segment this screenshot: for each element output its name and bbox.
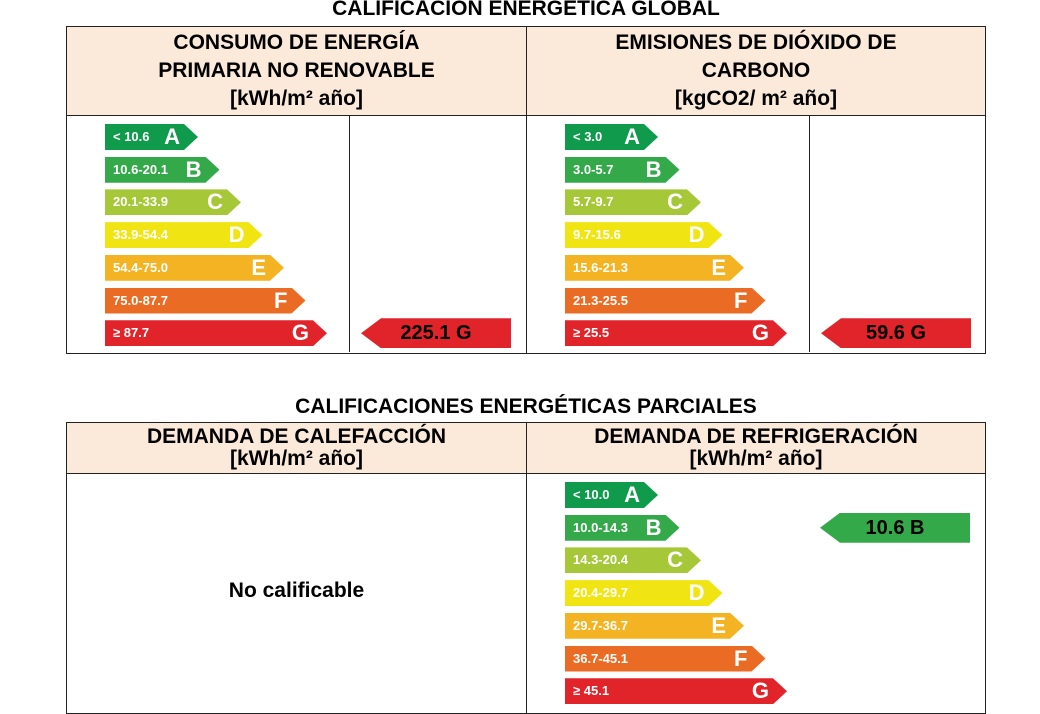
rating-class-letter: B: [185, 156, 202, 182]
header-unit: [kgCO2/ m² año]: [674, 87, 838, 110]
header-line: EMISIONES DE DIÓXIDO DE: [615, 31, 897, 54]
header-unit: [kWh/m² año]: [230, 87, 363, 110]
no-rating-text: No calificable: [228, 579, 365, 602]
primary-energy-body: < 10.6 A 10.6-20.1 B 20.1-33.9 C 33.9-54.4 D 54.…: [66, 115, 527, 354]
co2-emissions-indicator-column: 59.6 G: [809, 116, 985, 352]
rating-bar-g: ≥ 87.7 G: [105, 320, 327, 346]
rating-class-letter: F: [734, 645, 748, 671]
header-unit: [kWh/m² año]: [230, 447, 363, 470]
rating-bar-f: 36.7-45.1 F: [565, 646, 766, 672]
rating-range-label: 75.0-87.7: [113, 292, 168, 308]
rating-range-label: 5.7-9.7: [573, 194, 614, 210]
rating-bar-g: ≥ 25.5 G: [565, 320, 787, 346]
rating-class-letter: E: [711, 254, 726, 280]
rating-bar-d: 20.4-29.7 D: [565, 580, 723, 606]
co2-emissions-scale: < 3.0 A 3.0-5.7 B 5.7-9.7 C 9.7-15.6 D 15.6-21.3…: [527, 116, 809, 352]
rating-class-letter: E: [711, 612, 726, 638]
rating-bar-e: 54.4-75.0 E: [105, 255, 284, 281]
rating-range-label: 36.7-45.1: [573, 650, 628, 666]
rating-class-letter: A: [164, 124, 180, 149]
rating-range-label: < 3.0: [573, 129, 603, 144]
heating-demand-body: No calificable: [66, 473, 527, 714]
cooling-demand-indicator-column: 10.6 B: [809, 474, 984, 712]
partial-ratings-table: DEMANDA DE CALEFACCIÓN [kWh/m² año] DEMA…: [66, 422, 986, 714]
global-rating-table: CONSUMO DE ENERGÍA PRIMARIA NO RENOVABLE…: [66, 26, 986, 354]
rating-bar-e: 29.7-36.7 E: [565, 613, 744, 639]
rating-range-label: 10.6-20.1: [113, 161, 168, 177]
primary-energy-indicator-column: 225.1 G: [349, 116, 525, 352]
global-rating-title: CALIFICACIÓN ENERGÉTICA GLOBAL: [332, 0, 720, 20]
rating-range-label: 3.0-5.7: [573, 161, 614, 177]
rating-bar-f: 21.3-25.5 F: [565, 288, 766, 314]
co2-emissions-header: EMISIONES DE DIÓXIDO DE CARBONO [kgCO2/ …: [526, 26, 986, 116]
rating-range-label: < 10.6: [113, 129, 150, 144]
rating-range-label: 33.9-54.4: [113, 227, 168, 243]
header-line: CONSUMO DE ENERGÍA: [173, 31, 420, 54]
heating-demand-header: DEMANDA DE CALEFACCIÓN [kWh/m² año]: [66, 422, 527, 474]
rating-range-label: 15.6-21.3: [573, 259, 628, 275]
rating-class-letter: D: [688, 580, 705, 606]
rating-bar-c: 20.1-33.9 C: [105, 189, 241, 215]
rating-class-letter: C: [667, 547, 683, 573]
rating-bar-b: 10.0-14.3 B: [565, 515, 680, 541]
rating-range-label: 29.7-36.7: [573, 617, 628, 633]
rating-bar-a: < 10.0 A: [565, 482, 658, 508]
rating-bar-d: 33.9-54.4 D: [105, 222, 263, 248]
rating-class-letter: B: [645, 156, 662, 182]
rating-range-label: 54.4-75.0: [113, 259, 168, 275]
primary-energy-header: CONSUMO DE ENERGÍA PRIMARIA NO RENOVABLE…: [66, 26, 527, 116]
rating-class-letter: G: [751, 678, 769, 704]
rating-range-label: 20.4-29.7: [573, 585, 628, 601]
rating-class-letter: E: [251, 254, 266, 280]
rating-range-label: 21.3-25.5: [573, 292, 628, 308]
rating-bar-d: 9.7-15.6 D: [565, 222, 723, 248]
rating-bar-e: 15.6-21.3 E: [565, 255, 744, 281]
rating-class-letter: C: [667, 189, 683, 215]
rating-bar-b: 3.0-5.7 B: [565, 157, 680, 183]
rating-range-label: 9.7-15.6: [573, 227, 621, 243]
cooling-demand-indicator: 10.6 B: [820, 512, 970, 543]
rating-class-letter: D: [228, 222, 245, 248]
cooling-demand-scale: < 10.0 A 10.0-14.3 B 14.3-20.4 C 20.4-29.7 D 29.…: [527, 474, 809, 712]
rating-bar-c: 14.3-20.4 C: [565, 547, 701, 573]
partial-ratings-title: CALIFICACIONES ENERGÉTICAS PARCIALES: [295, 395, 757, 418]
rating-bar-f: 75.0-87.7 F: [105, 288, 306, 314]
header-line: PRIMARIA NO RENOVABLE: [158, 59, 435, 82]
rating-class-letter: F: [734, 287, 748, 313]
header-line: DEMANDA DE CALEFACCIÓN: [146, 425, 447, 448]
rating-bar-b: 10.6-20.1 B: [105, 157, 220, 183]
primary-energy-indicator: 225.1 G: [361, 318, 511, 349]
header-line: DEMANDA DE REFRIGERACIÓN: [594, 425, 918, 448]
rating-range-label: 20.1-33.9: [113, 194, 168, 210]
rating-range-label: ≥ 87.7: [113, 325, 150, 341]
rating-class-letter: A: [624, 482, 640, 507]
rating-bar-g: ≥ 45.1 G: [565, 678, 787, 704]
cooling-demand-header: DEMANDA DE REFRIGERACIÓN [kWh/m² año]: [526, 422, 986, 474]
rating-class-letter: G: [291, 320, 309, 346]
rating-range-label: 10.0-14.3: [573, 519, 628, 535]
primary-energy-scale: < 10.6 A 10.6-20.1 B 20.1-33.9 C 33.9-54.4 D 54.…: [67, 116, 349, 352]
rating-bar-a: < 3.0 A: [565, 124, 658, 150]
cooling-demand-body: < 10.0 A 10.0-14.3 B 14.3-20.4 C 20.4-29.7 D 29.…: [526, 473, 986, 714]
rating-class-letter: F: [274, 287, 288, 313]
header-line: CARBONO: [701, 59, 811, 82]
rating-range-label: ≥ 45.1: [573, 683, 610, 699]
rating-bar-c: 5.7-9.7 C: [565, 189, 701, 215]
rating-range-label: 14.3-20.4: [573, 552, 628, 568]
header-unit: [kWh/m² año]: [689, 447, 823, 470]
rating-range-label: ≥ 25.5: [573, 325, 610, 341]
co2-emissions-body: < 3.0 A 3.0-5.7 B 5.7-9.7 C 9.7-15.6 D 15.6-21.3…: [526, 115, 986, 354]
rating-class-letter: G: [751, 320, 769, 346]
rating-class-letter: C: [207, 189, 223, 215]
co2-emissions-indicator: 59.6 G: [821, 318, 971, 349]
rating-class-letter: A: [624, 124, 640, 149]
rating-range-label: < 10.0: [573, 487, 610, 502]
rating-class-letter: D: [688, 222, 705, 248]
rating-bar-a: < 10.6 A: [105, 124, 198, 150]
rating-class-letter: B: [645, 514, 662, 540]
